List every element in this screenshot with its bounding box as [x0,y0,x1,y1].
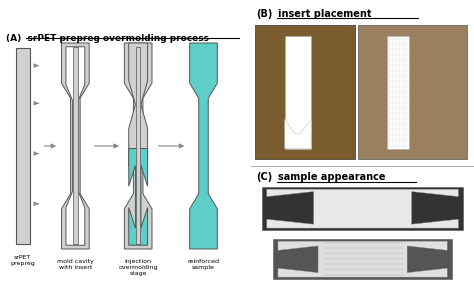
Text: (B): (B) [255,9,272,19]
Polygon shape [129,43,147,166]
Polygon shape [62,43,89,249]
Bar [255,25,355,159]
Bar [358,25,467,159]
Polygon shape [66,47,85,245]
Polygon shape [190,43,217,249]
Bar [262,187,463,230]
Polygon shape [129,148,147,245]
Polygon shape [284,119,311,148]
Polygon shape [267,189,458,228]
Text: injection
overmolding
stage: injection overmolding stage [118,259,158,276]
Polygon shape [278,241,447,277]
Text: (C): (C) [255,172,272,182]
FancyBboxPatch shape [255,25,355,159]
Polygon shape [124,43,152,249]
Bar [136,47,140,244]
Text: srPET
prepreg: srPET prepreg [10,255,35,266]
Text: reinforced
sample: reinforced sample [188,259,219,270]
Text: insert placement: insert placement [278,9,372,19]
Bar [73,47,78,244]
Text: sample appearance: sample appearance [278,172,385,182]
FancyBboxPatch shape [284,36,311,148]
FancyBboxPatch shape [16,48,29,244]
Text: mold cavity
with insert: mold cavity with insert [57,259,94,270]
Bar [273,239,452,279]
Text: (A)  srPET prepreg overmolding process: (A) srPET prepreg overmolding process [6,34,210,43]
FancyBboxPatch shape [387,36,410,148]
